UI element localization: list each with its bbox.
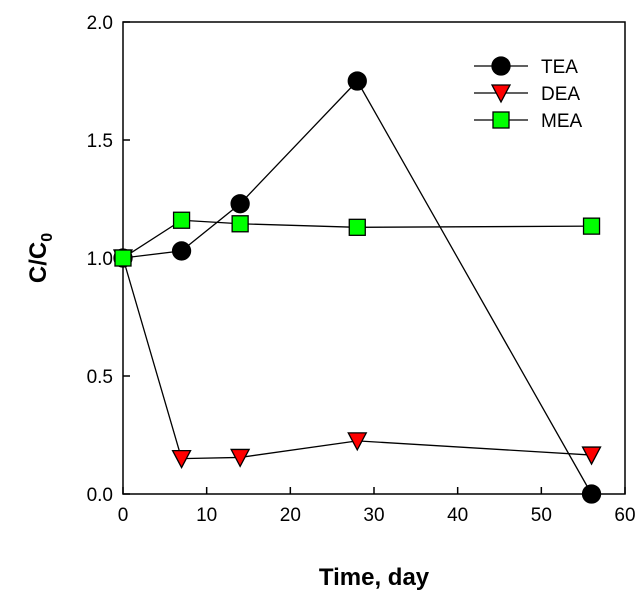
y-tick-label: 1.5: [87, 131, 113, 152]
x-tick-label: 30: [363, 505, 384, 526]
series-mea: [114, 211, 601, 267]
data-point: [347, 71, 367, 91]
x-axis-title: Time, day: [319, 564, 430, 591]
y-tick-label: 0.5: [87, 367, 113, 388]
data-point: [230, 448, 251, 468]
x-tick-label: 0: [118, 505, 129, 526]
legend-entry-tea: TEA: [474, 56, 578, 78]
y-axis-title-main: C/C: [25, 242, 52, 283]
data-point: [348, 218, 366, 236]
series-line: [122, 79, 593, 495]
data-point: [172, 211, 191, 229]
legend-marker: [490, 84, 512, 104]
data-point: [582, 217, 601, 235]
legend-label: DEA: [541, 84, 580, 105]
series-layer: [112, 71, 602, 504]
legend-marker: [491, 56, 511, 76]
y-axis-title: C/C0: [25, 233, 56, 283]
data-point: [114, 249, 132, 267]
data-point: [171, 241, 192, 261]
x-tick-label: 20: [280, 505, 301, 526]
x-tick-label: 60: [614, 505, 635, 526]
y-tick-label: 2.0: [87, 13, 113, 34]
legend-label: MEA: [541, 111, 583, 132]
data-point: [581, 446, 602, 466]
data-point: [171, 449, 192, 469]
legend-marker: [492, 111, 510, 129]
y-axis: 0.0 0.5 1.0 1.5 2.0: [87, 13, 130, 506]
x-tick-label: 10: [196, 505, 217, 526]
legend-label: TEA: [541, 57, 578, 78]
x-tick-label: 50: [531, 505, 552, 526]
y-tick-label: 1.0: [87, 249, 113, 270]
data-point: [581, 484, 602, 504]
legend-entry-mea: MEA: [474, 111, 583, 132]
data-point: [347, 432, 368, 452]
legend: TEA DEA MEA: [474, 56, 583, 132]
legend-entry-dea: DEA: [474, 84, 580, 105]
x-tick-label: 40: [447, 505, 468, 526]
y-tick-label: 0.0: [87, 485, 113, 506]
x-axis: 0 10 20 30 40 50 60: [118, 487, 636, 526]
y-axis-title-subscript: 0: [39, 233, 56, 242]
data-point: [231, 215, 249, 233]
data-point: [230, 194, 250, 214]
series-dea: [112, 249, 602, 469]
series-line: [122, 257, 592, 460]
